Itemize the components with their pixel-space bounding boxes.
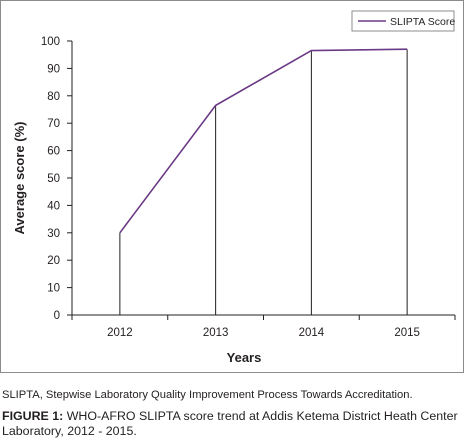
- legend: SLIPTA Score: [351, 10, 455, 32]
- x-tick-label: 2013: [203, 327, 229, 339]
- legend-label: SLIPTA Score: [390, 16, 455, 28]
- x-axis-ticks: 2012 2013 2014 2015: [71, 315, 456, 339]
- y-tick-label: 20: [47, 255, 60, 267]
- y-tick-label: 0: [54, 310, 60, 322]
- y-axis-label: Average score (%): [12, 122, 27, 235]
- abbreviation-note: SLIPTA, Stepwise Laboratory Quality Impr…: [2, 389, 413, 401]
- x-tick-label: 2012: [107, 327, 133, 339]
- y-tick-label: 60: [47, 146, 60, 158]
- series-line-slipta-score: [119, 48, 408, 234]
- y-tick-label: 30: [47, 228, 60, 240]
- y-tick-label: 70: [47, 118, 60, 130]
- x-tick-label: 2015: [394, 327, 420, 339]
- y-tick-label: 100: [41, 36, 60, 48]
- y-tick-label: 90: [47, 63, 60, 75]
- figure-caption-text: WHO-AFRO SLIPTA score trend at Addis Ket…: [2, 409, 458, 438]
- figure-label: FIGURE 1:: [2, 409, 64, 423]
- y-tick-label: 50: [47, 173, 60, 185]
- legend-box: [351, 10, 455, 32]
- y-tick-label: 80: [47, 91, 60, 103]
- drop-lines: [119, 49, 408, 315]
- chart-frame: [0, 0, 464, 373]
- y-tick-label: 40: [47, 200, 60, 212]
- figure-caption: FIGURE 1: WHO-AFRO SLIPTA score trend at…: [2, 409, 470, 439]
- x-axis-label: Years: [227, 350, 262, 365]
- y-tick-label: 10: [47, 283, 60, 295]
- y-axis-ticks: 0 10 20 30 40 50 60 70 80 90 100: [41, 36, 72, 322]
- x-tick-label: 2014: [299, 327, 325, 339]
